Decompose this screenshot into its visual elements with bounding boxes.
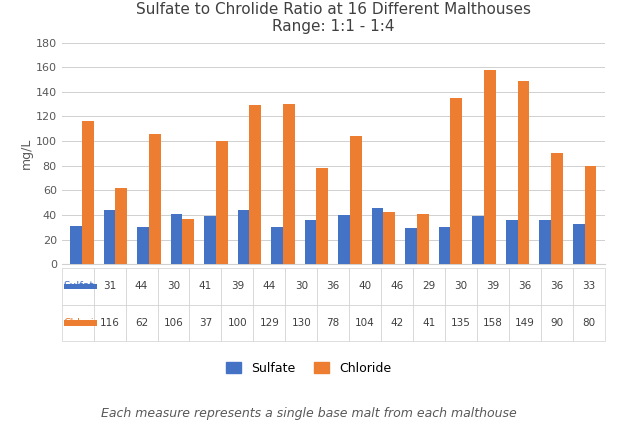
- Bar: [450, 98, 462, 264]
- Bar: [317, 168, 328, 264]
- Bar: [249, 105, 261, 264]
- Bar: [216, 141, 228, 264]
- Bar: [171, 214, 183, 264]
- Title: Sulfate to Chrolide Ratio at 16 Different Malthouses
Range: 1:1 - 1:4: Sulfate to Chrolide Ratio at 16 Differen…: [136, 2, 531, 35]
- Bar: [82, 121, 94, 264]
- Legend: Sulfate, Chloride: Sulfate, Chloride: [221, 357, 396, 380]
- Bar: [573, 224, 584, 264]
- Bar: [137, 227, 149, 264]
- Bar: [271, 227, 283, 264]
- Bar: [204, 216, 216, 264]
- Bar: [305, 220, 317, 264]
- Bar: [183, 219, 194, 264]
- Bar: [115, 188, 127, 264]
- Bar: [584, 166, 596, 264]
- Bar: [350, 136, 362, 264]
- Bar: [551, 153, 563, 264]
- Bar: [104, 210, 115, 264]
- Bar: [484, 70, 495, 264]
- Bar: [238, 210, 249, 264]
- Bar: [338, 215, 350, 264]
- Bar: [383, 213, 395, 264]
- Bar: [518, 81, 529, 264]
- Bar: [506, 220, 518, 264]
- Bar: [539, 220, 551, 264]
- Bar: [70, 226, 82, 264]
- Bar: [149, 134, 160, 264]
- FancyBboxPatch shape: [64, 284, 97, 289]
- Bar: [417, 214, 429, 264]
- Y-axis label: mg/L: mg/L: [20, 138, 33, 169]
- Bar: [371, 207, 383, 264]
- Bar: [283, 104, 295, 264]
- Bar: [472, 216, 484, 264]
- Text: Each measure represents a single base malt from each malthouse: Each measure represents a single base ma…: [101, 408, 516, 420]
- FancyBboxPatch shape: [64, 320, 97, 325]
- Bar: [439, 227, 450, 264]
- Bar: [405, 228, 417, 264]
